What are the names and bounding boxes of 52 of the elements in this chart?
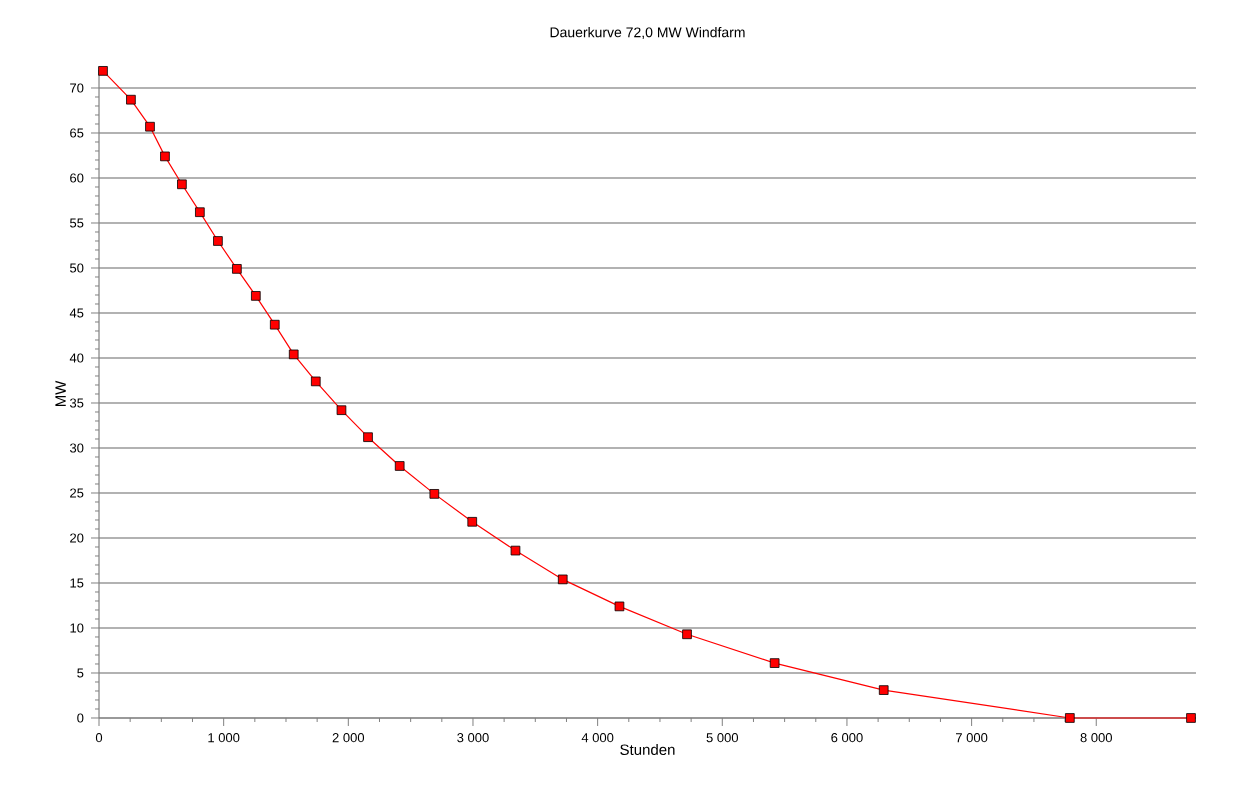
y-tick-label: 15 xyxy=(70,578,84,588)
y-tick-label: 35 xyxy=(69,398,84,408)
y-tick-label: 5 xyxy=(77,668,84,678)
point xyxy=(878,685,889,695)
x-tick-label: 4 000 xyxy=(581,733,614,743)
point xyxy=(363,432,373,442)
point xyxy=(682,629,692,640)
point xyxy=(429,489,440,499)
x-tick-label: 7 000 xyxy=(956,733,988,743)
y-tick-label: 40 xyxy=(69,353,84,363)
point xyxy=(288,349,299,360)
point xyxy=(769,658,780,668)
point xyxy=(251,291,261,301)
y-tick-label: 45 xyxy=(69,308,84,318)
x-tick-label: 6 000 xyxy=(831,733,863,743)
y-tick-label: 20 xyxy=(70,533,84,543)
point xyxy=(232,264,242,274)
x-tick-label: 5 000 xyxy=(706,733,739,743)
point xyxy=(467,516,478,527)
point xyxy=(557,574,568,585)
y-tick-label: 50 xyxy=(70,263,84,273)
y-tick-label: 60 xyxy=(70,173,84,183)
point xyxy=(126,94,136,105)
point xyxy=(160,151,170,162)
x-tick-label: 0 xyxy=(95,733,103,743)
chart-title: Dauerkurve 72,0 MW Windfarm xyxy=(550,27,745,39)
x-axis-title: Stunden xyxy=(620,744,675,756)
point xyxy=(145,121,155,132)
point xyxy=(310,376,321,387)
y-tick-label: 30 xyxy=(69,443,84,453)
y-tick-label: 10 xyxy=(70,623,84,633)
point xyxy=(336,405,347,415)
point xyxy=(614,601,625,612)
x-tick-label: 3 000 xyxy=(457,733,489,743)
x-tick-label: 1 000 xyxy=(208,733,240,743)
point xyxy=(98,66,108,76)
point xyxy=(269,319,280,330)
point xyxy=(510,545,521,556)
point xyxy=(177,179,187,190)
y-tick-label: 55 xyxy=(70,218,84,228)
point xyxy=(1065,713,1075,723)
x-tick-label: 2 000 xyxy=(332,733,365,743)
y-tick-label: 65 xyxy=(70,128,84,138)
point xyxy=(195,207,205,217)
y-tick-label: 0 xyxy=(77,713,84,723)
point xyxy=(213,236,223,246)
point xyxy=(1186,713,1196,723)
point xyxy=(394,461,405,471)
y-tick-label: 25 xyxy=(70,488,84,498)
x-tick-label: 8 000 xyxy=(1080,733,1112,743)
y-tick-label: 70 xyxy=(70,83,84,93)
y-axis-title: MW xyxy=(55,380,66,407)
